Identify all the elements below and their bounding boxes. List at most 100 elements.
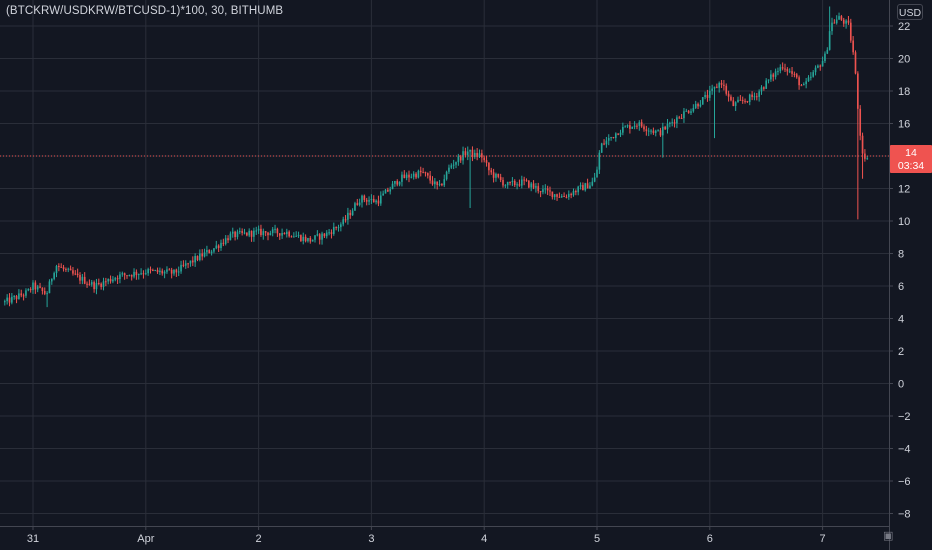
- time-axis[interactable]: 31 Apr 2 3 4 5 6 7: [0, 526, 889, 545]
- candle-body: [826, 49, 829, 54]
- candle-body: [224, 238, 227, 244]
- candle-body: [671, 122, 674, 124]
- candle-body: [257, 228, 260, 231]
- candle-body: [314, 235, 316, 240]
- candle-body: [396, 181, 399, 185]
- price-axis[interactable]: 2220181614121086420−2−4−6−8: [889, 0, 911, 550]
- candle-body: [112, 279, 114, 282]
- candle-body: [727, 93, 730, 97]
- candle-body: [62, 267, 65, 269]
- candle-body: [311, 239, 314, 242]
- candle-body: [300, 235, 302, 242]
- candle-body: [824, 53, 826, 61]
- candle-body: [523, 179, 525, 181]
- candle-body: [544, 188, 547, 190]
- candle-body: [520, 179, 523, 186]
- candle-body: [50, 278, 53, 282]
- candle-body: [20, 293, 23, 296]
- candle-body: [41, 287, 44, 291]
- candle-body: [43, 290, 46, 294]
- candle-body: [464, 151, 467, 156]
- candle-body: [459, 156, 462, 161]
- candle-body: [624, 126, 627, 128]
- candle-body: [814, 67, 817, 73]
- candle-body: [838, 16, 840, 20]
- candle-body: [429, 175, 431, 181]
- candle-body: [448, 167, 450, 172]
- candle-body: [290, 236, 293, 238]
- candle-body: [210, 251, 213, 254]
- candle-body: [810, 76, 812, 78]
- candle-body: [546, 188, 549, 191]
- candle-body: [69, 268, 72, 271]
- candle-body: [506, 181, 509, 186]
- price-tick-label: 18: [898, 86, 910, 98]
- candle-body: [217, 245, 220, 249]
- bar-countdown: 03:34: [897, 160, 925, 172]
- candle-body: [337, 227, 340, 229]
- candle-body: [309, 237, 312, 242]
- candle-body: [589, 185, 591, 189]
- price-tick-label: 8: [898, 249, 904, 261]
- candle-body: [636, 125, 638, 127]
- candle-body: [744, 100, 746, 102]
- candle-body: [278, 233, 281, 236]
- candle-body: [443, 179, 446, 186]
- candle-body: [72, 270, 74, 274]
- time-tick-label: 4: [481, 533, 487, 545]
- candle-body: [114, 278, 117, 280]
- candle-body: [144, 273, 147, 275]
- candle-body: [600, 143, 603, 153]
- candle-body: [140, 273, 142, 275]
- candle-body: [74, 273, 77, 275]
- price-tick-label: 20: [898, 54, 910, 66]
- candle-body: [551, 191, 554, 198]
- candle-body: [495, 173, 497, 178]
- candle-body: [457, 156, 460, 163]
- candle-body: [58, 266, 60, 268]
- candle-body: [511, 180, 514, 183]
- candle-body: [765, 80, 768, 89]
- candle-body: [361, 195, 363, 203]
- candle-body: [410, 176, 413, 178]
- candle-body: [262, 231, 265, 236]
- candle-body: [18, 293, 20, 300]
- candle-body: [246, 232, 248, 236]
- candle-body: [777, 70, 779, 72]
- fullscreen-icon[interactable]: ▣: [883, 530, 894, 542]
- candle-body: [269, 233, 272, 236]
- candle-body: [549, 190, 551, 192]
- candle-body: [560, 196, 563, 198]
- candle-body: [654, 130, 657, 133]
- candle-body: [488, 162, 490, 171]
- candle-body: [105, 281, 107, 283]
- candle-body: [109, 278, 112, 282]
- candle-body: [302, 236, 305, 242]
- candle-body: [854, 52, 857, 74]
- candle-body: [79, 275, 81, 281]
- candle-body: [379, 195, 382, 204]
- candle-body: [130, 275, 133, 277]
- candle-body: [436, 181, 439, 185]
- candle-body: [166, 269, 168, 272]
- candle-body: [753, 96, 756, 98]
- candle-body: [163, 271, 166, 274]
- candle-body: [553, 194, 556, 198]
- currency-badge[interactable]: USD: [897, 4, 923, 20]
- symbol-title[interactable]: (BTCKRW/USDKRW/BTCUSD-1)*100, 30, BITHUM…: [6, 5, 284, 17]
- candle-body: [857, 73, 859, 109]
- candle-body: [330, 232, 333, 234]
- candle-body: [349, 212, 352, 216]
- candle-body: [419, 170, 422, 173]
- candle-body: [321, 233, 323, 240]
- candle-body: [497, 173, 500, 177]
- candle-body: [793, 73, 796, 75]
- candle-body: [285, 231, 288, 235]
- candle-body: [852, 40, 854, 53]
- candle-body: [253, 230, 255, 237]
- candle-body: [842, 19, 845, 24]
- candle-body: [123, 273, 126, 276]
- candles: [3, 6, 869, 308]
- candle-body: [779, 67, 782, 71]
